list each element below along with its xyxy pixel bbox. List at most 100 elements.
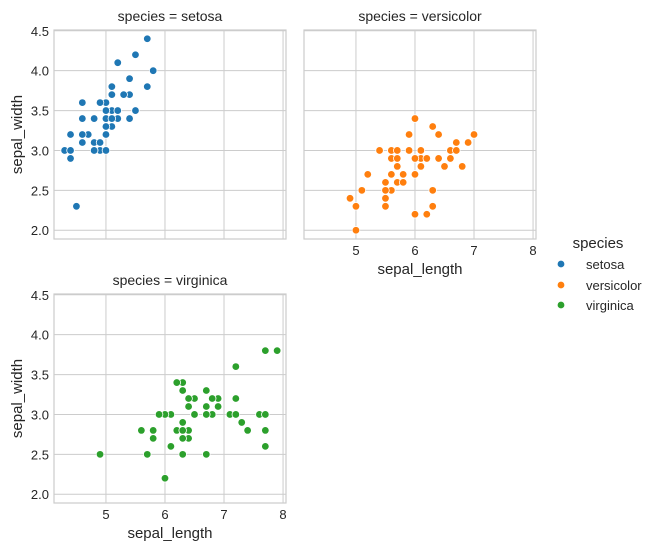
- y-tick-label: 2.0: [31, 487, 49, 502]
- data-point-versicolor: [428, 122, 437, 131]
- data-point-setosa: [125, 74, 134, 83]
- data-point-virginica: [208, 394, 217, 403]
- data-point-virginica: [261, 346, 270, 355]
- y-tick-label: 2.0: [31, 223, 49, 238]
- data-point-virginica: [202, 410, 211, 419]
- data-point-versicolor: [404, 130, 414, 139]
- panel-setosa: 2.0 2.5 3.0 3.5 4.0 4.5 species = setosa sepal_…: [9, 8, 287, 240]
- x-tick-label: 6: [411, 243, 418, 258]
- data-point-versicolor: [446, 154, 455, 163]
- data-point-setosa: [131, 50, 140, 59]
- legend: species setosa versicolor virginica: [556, 235, 642, 313]
- data-point-versicolor: [404, 146, 414, 155]
- data-point-setosa: [101, 130, 111, 139]
- legend-title: species: [573, 235, 624, 252]
- axes-frame: [303, 29, 537, 240]
- data-point-virginica: [231, 394, 241, 403]
- x-tick-label: 8: [279, 507, 286, 522]
- data-point-virginica: [184, 394, 193, 403]
- legend-marker-setosa: [556, 259, 566, 269]
- data-point-virginica: [178, 418, 187, 427]
- data-point-versicolor: [393, 154, 402, 163]
- x-axis-label: sepal_length: [127, 525, 212, 542]
- data-point-setosa: [101, 122, 111, 131]
- data-point-versicolor: [375, 146, 384, 155]
- data-point-setosa: [113, 58, 122, 67]
- data-point-virginica: [243, 426, 252, 435]
- y-tick-label: 4.5: [31, 288, 49, 303]
- data-point-versicolor: [458, 162, 467, 171]
- data-point-versicolor: [416, 162, 426, 171]
- data-point-versicolor: [440, 162, 449, 171]
- x-tick-label: 7: [470, 243, 477, 258]
- data-point-virginica: [237, 418, 246, 427]
- data-point-versicolor: [410, 170, 420, 179]
- data-point-virginica: [178, 450, 187, 459]
- data-point-versicolor: [351, 226, 361, 235]
- data-point-virginica: [272, 346, 282, 355]
- data-point-versicolor: [398, 170, 408, 179]
- data-point-virginica: [148, 426, 158, 435]
- data-point-setosa: [113, 106, 122, 115]
- data-point-virginica: [154, 410, 164, 419]
- data-point-virginica: [202, 386, 211, 395]
- data-point-setosa: [89, 114, 99, 123]
- data-point-versicolor: [393, 146, 402, 155]
- data-point-setosa: [89, 146, 99, 155]
- y-axis-label: sepal_width: [9, 359, 26, 438]
- data-point-versicolor: [428, 202, 437, 211]
- data-point-versicolor: [422, 154, 431, 163]
- y-tick-label: 3.0: [31, 407, 49, 422]
- legend-label-setosa: setosa: [586, 257, 625, 272]
- x-tick-label: 5: [102, 507, 109, 522]
- data-point-versicolor: [393, 162, 402, 171]
- y-tick-label: 2.5: [31, 183, 49, 198]
- y-tick-label: 4.0: [31, 328, 49, 343]
- y-tick-label: 2.5: [31, 447, 49, 462]
- data-point-setosa: [95, 138, 105, 147]
- data-point-setosa: [78, 138, 87, 147]
- data-point-versicolor: [410, 114, 420, 123]
- y-tick-label: 3.5: [31, 368, 49, 383]
- data-point-setosa: [131, 106, 140, 115]
- data-point-setosa: [148, 66, 158, 75]
- legend-marker-versicolor: [556, 280, 566, 290]
- data-point-virginica: [160, 474, 170, 483]
- data-point-versicolor: [428, 186, 437, 195]
- y-tick-label: 3.5: [31, 104, 49, 119]
- y-axis-label: sepal_width: [9, 95, 26, 174]
- legend-label-virginica: virginica: [586, 298, 634, 313]
- data-point-setosa: [107, 114, 117, 123]
- data-point-setosa: [107, 90, 117, 99]
- data-point-setosa: [107, 82, 117, 91]
- x-tick-label: 7: [220, 507, 227, 522]
- y-tick-label: 4.5: [31, 24, 49, 39]
- data-point-virginica: [143, 450, 152, 459]
- y-tick-label: 3.0: [31, 143, 49, 158]
- data-point-versicolor: [463, 138, 473, 147]
- data-point-versicolor: [410, 154, 420, 163]
- data-point-virginica: [202, 450, 211, 459]
- data-point-setosa: [78, 130, 87, 139]
- data-point-virginica: [166, 442, 176, 451]
- data-point-virginica: [178, 386, 187, 395]
- panel-versicolor: 5 6 7 8 species = versicolor sepal_length: [303, 8, 537, 278]
- data-point-setosa: [125, 114, 134, 123]
- data-point-versicolor: [345, 194, 355, 203]
- data-point-virginica: [231, 362, 241, 371]
- data-point-virginica: [213, 402, 223, 411]
- panel-title: species = versicolor: [358, 8, 482, 24]
- data-point-virginica: [261, 426, 270, 435]
- data-point-virginica: [172, 378, 181, 387]
- data-point-setosa: [101, 106, 111, 115]
- data-point-setosa: [72, 202, 81, 211]
- data-point-versicolor: [410, 210, 420, 219]
- data-point-setosa: [78, 114, 87, 123]
- data-point-virginica: [261, 442, 270, 451]
- axes-frame: [53, 29, 287, 240]
- data-point-setosa: [66, 146, 75, 155]
- data-point-versicolor: [381, 202, 390, 211]
- data-point-virginica: [137, 426, 146, 435]
- y-tick-label: 4.0: [31, 64, 49, 79]
